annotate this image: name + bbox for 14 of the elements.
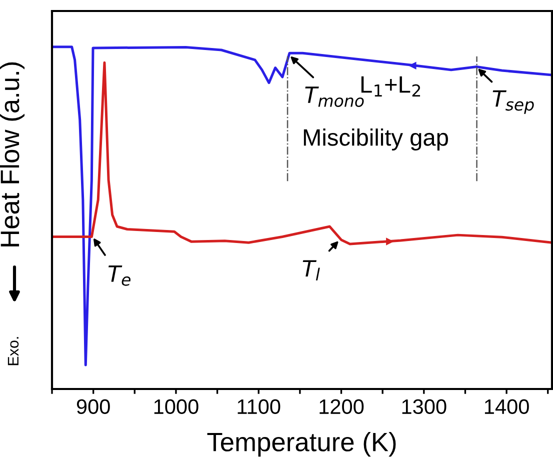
- y-axis-title: Heat Flow (a.u.): [0, 62, 24, 246]
- annotation: Miscibility gap: [304, 128, 448, 151]
- annotation: T$_{e}$: [108, 265, 130, 286]
- annotation: T$_{sep}$: [492, 90, 534, 114]
- annotation: T$_{l}$: [302, 260, 320, 280]
- x-axis-title: Temperature (K): [207, 432, 396, 457]
- annotation: L$_{1}$+L$_{2}$: [361, 76, 420, 97]
- x-tick-label: 1400: [484, 399, 529, 414]
- x-tick-label: 1100: [238, 399, 280, 414]
- x-tick-label: 900: [76, 399, 110, 414]
- x-tick-label: 1200: [320, 399, 364, 414]
- x-tick-label: 1300: [402, 399, 446, 414]
- text: Exo.: [8, 337, 19, 366]
- x-tick-label: 1000: [154, 399, 198, 414]
